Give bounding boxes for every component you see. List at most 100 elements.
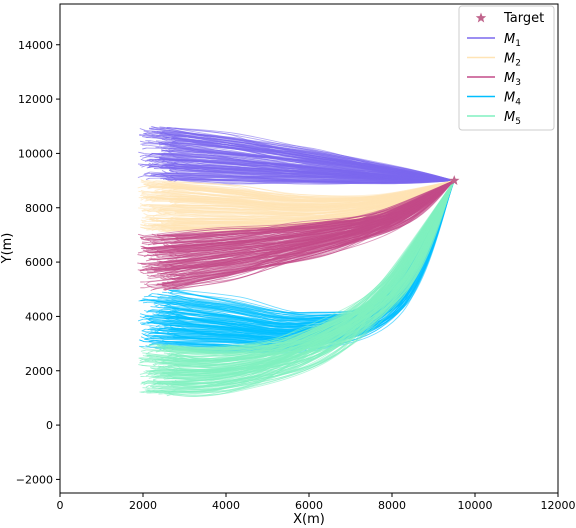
trajectory-line [159, 162, 455, 182]
trajectory-start [157, 212, 163, 215]
legend-star-icon [475, 12, 487, 23]
target-star-icon [449, 175, 460, 186]
trajectory-start [145, 155, 151, 157]
trajectory-start [143, 223, 149, 226]
trajectory-start [144, 331, 150, 334]
y-tick-label: 14000 [18, 39, 53, 52]
trajectory-start [159, 260, 165, 264]
trajectory-start [149, 335, 154, 339]
trajectory-start [144, 171, 151, 175]
trajectory-start [174, 202, 180, 204]
trajectory-start [149, 184, 154, 186]
trajectory-line [150, 180, 455, 201]
trajectory-start [152, 378, 157, 381]
trajectory-start [147, 309, 154, 312]
trajectory-start [174, 254, 179, 257]
trajectory-start [160, 157, 164, 160]
trajectory-start [140, 224, 146, 227]
trajectory-start [155, 350, 162, 353]
trajectory-start [147, 195, 151, 197]
trajectory-start [140, 181, 147, 185]
trajectory-start [138, 357, 144, 360]
trajectory-start [140, 158, 145, 162]
trajectory-start [143, 130, 150, 133]
legend-label-M4: M4 [504, 91, 521, 108]
trajectory-start [145, 374, 150, 377]
trajectory-line [152, 180, 455, 250]
trajectory-start [141, 180, 148, 183]
trajectory-line [175, 146, 455, 182]
trajectory-start [141, 328, 146, 332]
trajectory-start [165, 356, 170, 359]
trajectory-start [146, 281, 150, 284]
trajectory-start [145, 264, 152, 268]
trajectory-start [162, 135, 169, 139]
trajectory-start [145, 237, 150, 240]
legend-label-M1: M1 [504, 32, 521, 49]
trajectory-start [158, 386, 164, 390]
trajectory-start [138, 364, 144, 367]
trajectory-start [146, 369, 153, 373]
y-axis: −2000 0 2000 4000 6000 8000 10000 12000 14000 [16, 39, 60, 486]
trajectory-start [169, 324, 173, 327]
trajectory-line [156, 174, 455, 182]
trajectory-start [157, 365, 162, 368]
trajectory-start [169, 175, 174, 179]
trajectory-start [156, 283, 161, 286]
trajectory-start [142, 147, 147, 150]
trajectory-start [144, 199, 149, 202]
y-tick-label: 6000 [25, 256, 53, 269]
trajectory-start [163, 287, 168, 290]
trajectory-start [146, 158, 151, 161]
trajectory-start [139, 164, 144, 167]
trajectory-start [137, 175, 144, 178]
trajectory-start [152, 379, 159, 382]
trajectory-start [140, 238, 145, 241]
trajectory-start [162, 360, 167, 363]
trajectory-start [159, 327, 164, 330]
trajectory-start [155, 385, 160, 387]
x-tick-label: 4000 [212, 499, 240, 512]
trajectory-start [141, 242, 148, 245]
trajectory-line [150, 180, 455, 365]
trajectory-start [140, 195, 147, 197]
trajectory-start [140, 198, 145, 201]
trajectory-start [147, 141, 154, 144]
trajectory-start [141, 165, 147, 168]
trajectory-start [137, 233, 145, 237]
trajectory-start [165, 186, 172, 188]
trajectory-start [172, 312, 179, 316]
trajectory-start [164, 288, 170, 291]
trajectory-line [144, 180, 455, 214]
trajectory-start [144, 159, 151, 162]
trajectory-start [170, 222, 176, 225]
trajectory-line [150, 159, 455, 182]
trajectory-start [163, 352, 169, 354]
legend-box [458, 5, 555, 131]
trajectory-start [148, 186, 155, 189]
trajectory-line [144, 180, 455, 271]
trajectory-start [141, 221, 147, 224]
trajectory-line [153, 180, 455, 260]
trajectory-line [157, 180, 455, 272]
trajectory-start [158, 230, 163, 232]
trajectory-start [156, 220, 160, 223]
trajectory-start [160, 275, 166, 278]
trajectory-start [156, 344, 163, 347]
trajectory-start [142, 301, 148, 304]
trajectory-start [142, 315, 148, 318]
trajectory-start [160, 337, 165, 340]
trajectory-start [140, 346, 145, 350]
x-tick-label: 10000 [458, 499, 493, 512]
trajectory-start [143, 255, 148, 258]
trajectory-line [160, 180, 455, 209]
trajectory-start [141, 381, 145, 385]
trajectory-start [144, 334, 149, 338]
y-tick-label: 12000 [18, 93, 53, 106]
trajectory-start [140, 336, 145, 339]
trajectory-start [170, 162, 176, 165]
trajectory-start [172, 288, 179, 290]
trajectory-start [143, 295, 150, 298]
trajectory-start [169, 273, 175, 277]
trajectory-start [150, 217, 155, 219]
